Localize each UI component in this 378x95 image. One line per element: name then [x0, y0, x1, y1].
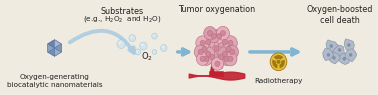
- FancyArrowPatch shape: [70, 31, 134, 53]
- Circle shape: [201, 47, 215, 61]
- Text: (e.g., H$_2$O$_2$  and H$_2$O): (e.g., H$_2$O$_2$ and H$_2$O): [83, 13, 161, 23]
- Circle shape: [209, 54, 214, 60]
- Circle shape: [214, 45, 219, 51]
- Text: Radiotherapy: Radiotherapy: [254, 78, 303, 84]
- Circle shape: [230, 49, 235, 55]
- Circle shape: [197, 52, 209, 65]
- Circle shape: [210, 41, 223, 55]
- Circle shape: [204, 27, 216, 40]
- Circle shape: [200, 52, 212, 65]
- Circle shape: [218, 35, 232, 49]
- Circle shape: [119, 42, 121, 44]
- Circle shape: [206, 51, 211, 57]
- Circle shape: [349, 53, 352, 57]
- Polygon shape: [344, 39, 355, 52]
- Circle shape: [224, 52, 237, 66]
- Polygon shape: [54, 40, 61, 48]
- FancyArrowPatch shape: [250, 49, 298, 55]
- Circle shape: [217, 26, 229, 40]
- Circle shape: [208, 30, 220, 43]
- Circle shape: [136, 50, 138, 52]
- Text: Tumor oxygenation: Tumor oxygenation: [178, 5, 255, 14]
- Circle shape: [226, 46, 231, 52]
- Circle shape: [224, 56, 229, 62]
- Circle shape: [117, 40, 125, 48]
- Circle shape: [162, 46, 164, 48]
- Circle shape: [327, 53, 330, 57]
- Circle shape: [217, 33, 222, 39]
- Circle shape: [135, 49, 141, 55]
- Circle shape: [228, 56, 233, 62]
- Polygon shape: [339, 53, 350, 65]
- Circle shape: [342, 57, 346, 61]
- Text: Oxygen-boosted
cell death: Oxygen-boosted cell death: [307, 5, 373, 25]
- Circle shape: [206, 50, 218, 63]
- Circle shape: [196, 36, 209, 50]
- Polygon shape: [345, 49, 357, 62]
- Circle shape: [215, 61, 220, 66]
- Circle shape: [211, 57, 224, 70]
- Circle shape: [140, 42, 147, 50]
- Text: O$_2$: O$_2$: [141, 51, 153, 63]
- Circle shape: [276, 59, 281, 65]
- Circle shape: [215, 50, 228, 64]
- Circle shape: [347, 43, 350, 47]
- Circle shape: [277, 60, 280, 64]
- Polygon shape: [323, 49, 334, 61]
- Circle shape: [270, 53, 287, 71]
- Polygon shape: [333, 45, 344, 56]
- Circle shape: [152, 49, 157, 54]
- Circle shape: [208, 30, 212, 36]
- Circle shape: [204, 56, 209, 62]
- Polygon shape: [48, 44, 54, 52]
- Wedge shape: [272, 59, 278, 69]
- Circle shape: [211, 33, 216, 39]
- Text: Substrates: Substrates: [101, 7, 144, 16]
- Circle shape: [202, 46, 207, 52]
- Circle shape: [198, 43, 211, 55]
- Circle shape: [212, 29, 226, 43]
- Circle shape: [228, 40, 233, 46]
- Circle shape: [200, 40, 205, 46]
- Circle shape: [332, 56, 336, 60]
- Circle shape: [153, 34, 155, 36]
- Circle shape: [222, 39, 228, 45]
- Polygon shape: [54, 44, 61, 52]
- Circle shape: [201, 35, 215, 49]
- Wedge shape: [274, 55, 284, 60]
- Circle shape: [226, 45, 239, 59]
- Polygon shape: [48, 40, 54, 48]
- Circle shape: [218, 47, 232, 61]
- Circle shape: [130, 36, 132, 38]
- Circle shape: [222, 51, 228, 57]
- Polygon shape: [48, 40, 61, 56]
- Circle shape: [222, 42, 235, 56]
- Circle shape: [200, 56, 205, 62]
- Wedge shape: [279, 59, 285, 69]
- Circle shape: [223, 36, 237, 50]
- Circle shape: [206, 39, 211, 45]
- Circle shape: [198, 49, 203, 55]
- Circle shape: [153, 51, 155, 52]
- Polygon shape: [48, 48, 54, 56]
- Circle shape: [129, 35, 136, 42]
- Text: Oxygen-generating
biocatalytic nanomaterials: Oxygen-generating biocatalytic nanomater…: [7, 74, 102, 88]
- Polygon shape: [54, 48, 61, 56]
- Circle shape: [220, 30, 226, 36]
- Circle shape: [220, 52, 233, 65]
- Circle shape: [218, 54, 224, 60]
- Polygon shape: [329, 52, 340, 64]
- FancyArrowPatch shape: [178, 49, 189, 55]
- Polygon shape: [326, 40, 338, 52]
- Circle shape: [152, 33, 157, 39]
- Circle shape: [161, 45, 167, 51]
- Circle shape: [141, 44, 143, 46]
- Circle shape: [194, 45, 207, 59]
- Circle shape: [330, 44, 333, 48]
- Circle shape: [338, 48, 341, 52]
